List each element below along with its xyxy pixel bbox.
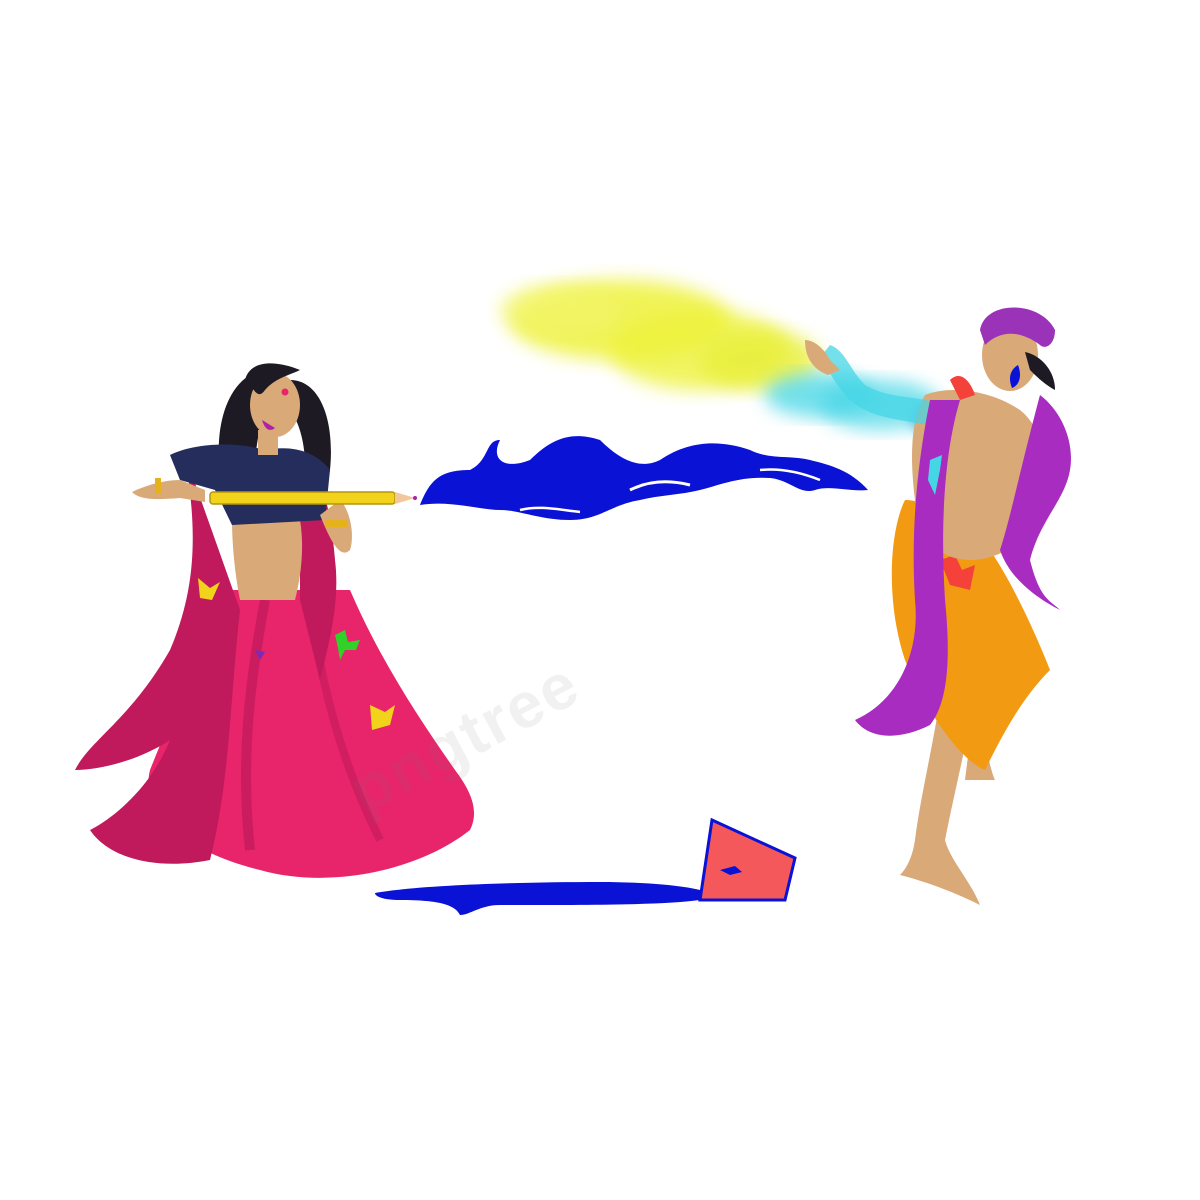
spilled-color bbox=[375, 882, 700, 915]
man-figure bbox=[805, 307, 1071, 905]
woman-figure bbox=[75, 363, 475, 878]
water-stream bbox=[420, 436, 868, 520]
color-bucket bbox=[698, 817, 797, 902]
water-gun bbox=[209, 491, 417, 505]
